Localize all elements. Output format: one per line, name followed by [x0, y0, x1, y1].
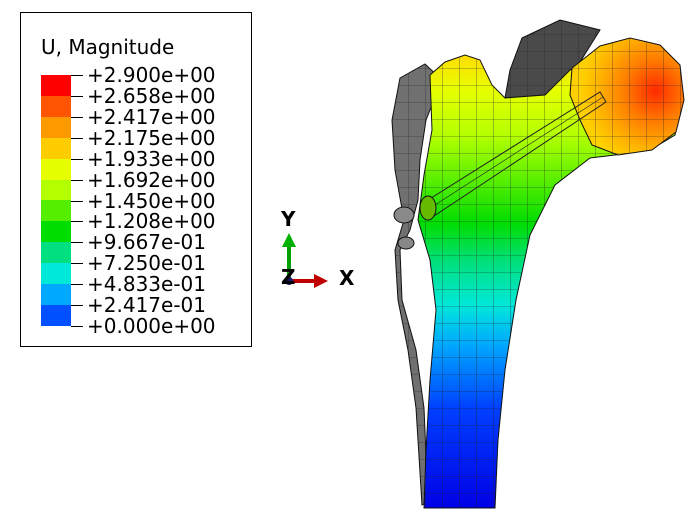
legend-band — [41, 200, 71, 222]
grey-bone-portion — [391, 19, 601, 506]
legend-tick — [71, 242, 83, 244]
femur-mesh-model — [391, 19, 685, 509]
legend-tick — [71, 200, 83, 202]
legend-band — [41, 179, 71, 201]
legend-tick — [71, 305, 83, 307]
legend-tick — [71, 284, 83, 286]
z-axis-label: Z — [281, 265, 296, 289]
legend-value-label: +2.900e+00 — [87, 63, 216, 87]
legend-band — [41, 263, 71, 285]
legend-tick — [71, 326, 83, 327]
legend-value-label: +1.692e+00 — [87, 167, 216, 192]
legend-tick — [71, 221, 83, 223]
legend-band — [41, 116, 71, 138]
legend-tick — [71, 116, 83, 118]
legend-tick — [71, 158, 83, 160]
legend-band — [41, 221, 71, 243]
legend-value-label: +1.933e+00 — [87, 146, 216, 171]
legend-tick — [71, 263, 83, 265]
legend-value-label: +1.208e+00 — [87, 209, 216, 234]
legend-ticks — [71, 75, 83, 327]
legend-color-bar — [41, 75, 71, 326]
legend-band — [41, 242, 71, 264]
legend-band — [41, 95, 71, 117]
legend-value-label: +9.667e-01 — [87, 230, 206, 255]
implant-screw — [393, 91, 607, 250]
legend-value-label: +2.417e-01 — [87, 293, 206, 318]
legend-band — [41, 158, 71, 180]
legend-value-label: +2.658e+00 — [87, 83, 216, 108]
legend-value-label: +4.833e-01 — [87, 272, 206, 297]
legend-band — [41, 75, 71, 96]
femoral-head — [569, 37, 685, 156]
x-axis-label: X — [339, 266, 355, 290]
legend-tick — [71, 137, 83, 139]
legend-value-label: +0.000e+00 — [87, 314, 216, 338]
legend-tick — [71, 95, 83, 97]
legend-title: U, Magnitude — [41, 35, 175, 59]
legend-value-label: +1.450e+00 — [87, 188, 216, 213]
legend-band — [41, 284, 71, 305]
legend-panel: U, Magnitude +2.900e+00 +2.658e+00 +2.417e… — [20, 12, 252, 347]
y-axis-label: Y — [281, 207, 296, 231]
legend-value-label: +2.175e+00 — [87, 125, 216, 150]
legend-tick — [71, 179, 83, 181]
legend-band — [41, 304, 71, 326]
legend-value-label: +7.250e-01 — [87, 251, 206, 276]
legend-band — [41, 137, 71, 159]
legend-tick — [71, 75, 83, 76]
axis-triad-icon — [282, 233, 328, 288]
femur-colored-body — [417, 54, 683, 509]
legend-value-label: +2.417e+00 — [87, 104, 216, 129]
axis-triad: Y Z X — [278, 205, 368, 295]
